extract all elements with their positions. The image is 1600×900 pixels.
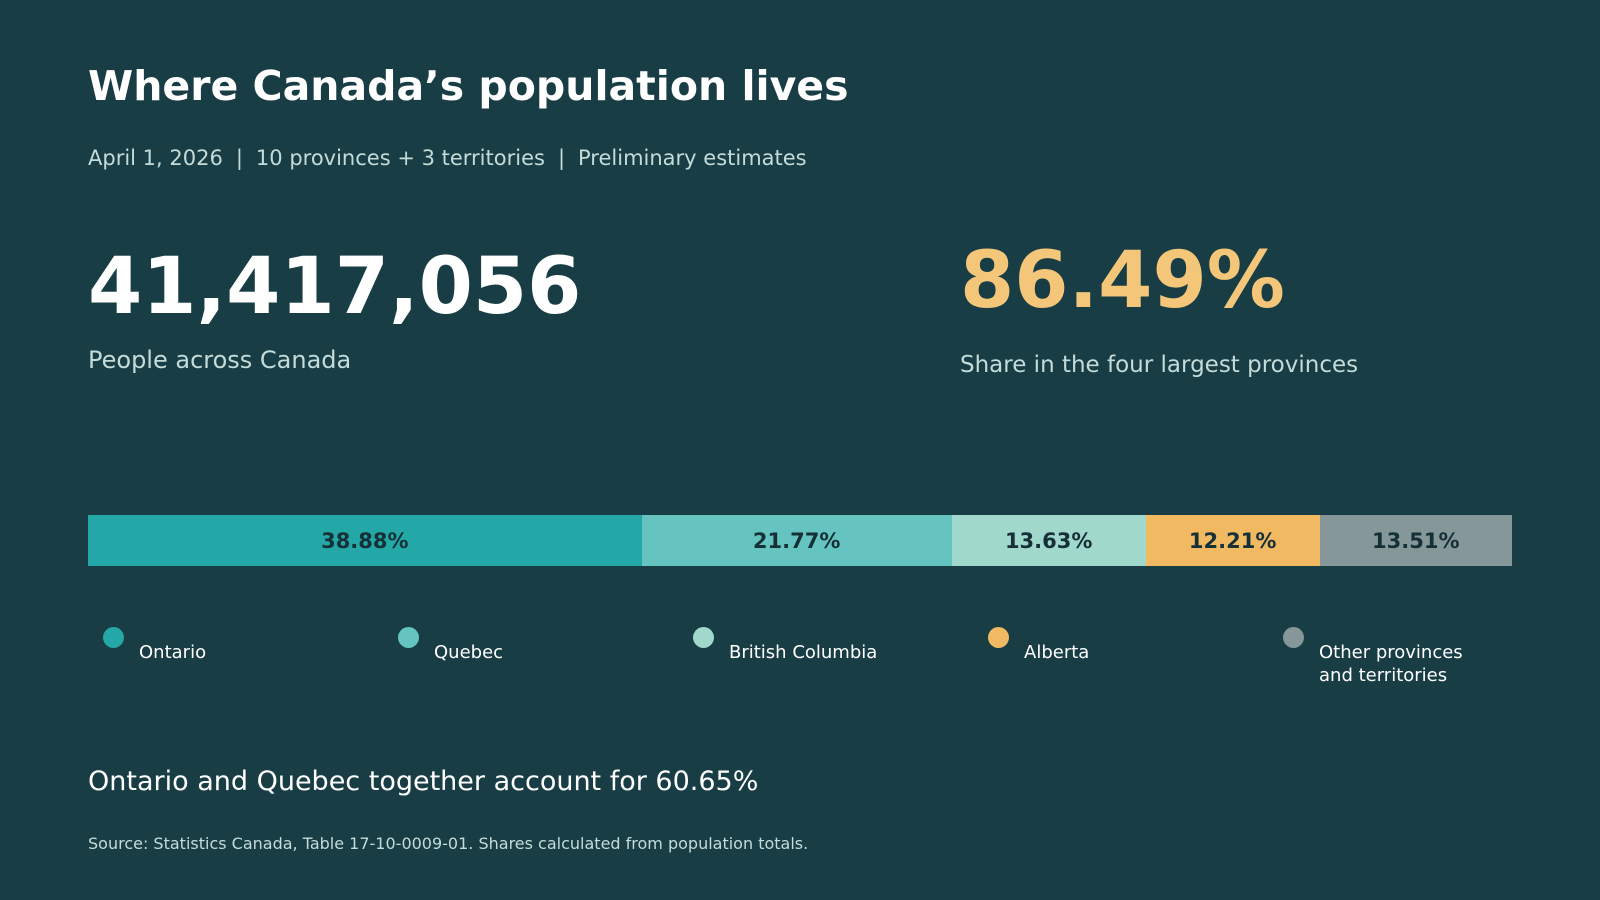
legend-label: Ontario: [139, 642, 207, 663]
legend-label: Alberta: [1024, 642, 1090, 663]
population-value: 41,417,056: [88, 242, 582, 332]
bar-segment-label: 13.51%: [1372, 528, 1460, 553]
legend-label: Quebec: [434, 642, 504, 663]
legend-swatch: [103, 627, 124, 648]
subtitle-date: April 1, 2026: [88, 146, 223, 170]
subtitle-separator: |: [235, 146, 243, 170]
page-title: Where Canada’s population lives: [88, 62, 849, 110]
subtitle-status: Preliminary estimates: [578, 146, 807, 170]
legend-swatch: [398, 627, 419, 648]
bar-segment-label: 38.88%: [321, 528, 409, 553]
bar-segment-quebec: 21.77%: [641, 515, 952, 566]
subtitle-separator: |: [557, 146, 566, 170]
footer-note: Ontario and Quebec together account for …: [88, 766, 759, 797]
legend: Ontario Quebec British Columbia Alberta Othe…: [100, 625, 1540, 695]
legend-label-line: Other provinces: [1319, 642, 1463, 663]
legend-swatch: [1283, 627, 1304, 648]
bar-segment-label: 12.21%: [1188, 528, 1277, 553]
bar-segment-label: 21.77%: [752, 528, 841, 553]
population-label: People across Canada: [88, 346, 352, 374]
top-four-share-value: 86.49%: [960, 236, 1285, 326]
subtitle-regions: 10 provinces + 3 territories: [255, 146, 545, 170]
legend-label: Other provinces and territories: [1319, 641, 1519, 687]
top-four-share-label: Share in the four largest provinces: [960, 352, 1359, 378]
legend-label: British Columbia: [729, 642, 878, 663]
bar-segment-british-columbia: 13.63%: [951, 515, 1146, 566]
stacked-bar: 38.88% 21.77% 13.63% 12.21% 13.51%: [88, 515, 1512, 566]
bar-segment-label: 13.63%: [1004, 528, 1093, 553]
bar-segment-ontario: 38.88%: [88, 515, 642, 566]
legend-swatch: [693, 627, 714, 648]
source-note: Source: Statistics Canada, Table 17-10-0…: [88, 834, 809, 853]
subtitle: April 1, 2026 | 10 provinces + 3 territori…: [88, 146, 807, 170]
bar-segment-other-provinces-and-territories: 13.51%: [1319, 515, 1512, 566]
bar-segment-alberta: 12.21%: [1145, 515, 1320, 566]
legend-swatch: [988, 627, 1009, 648]
legend-label-line: and territories: [1319, 665, 1448, 686]
